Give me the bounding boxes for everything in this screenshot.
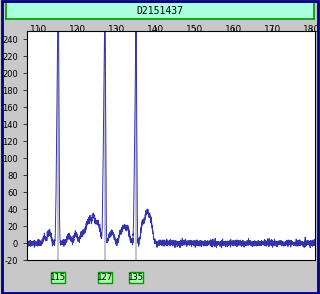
Text: D2151437: D2151437 — [137, 6, 183, 16]
Text: 130: 130 — [108, 25, 125, 34]
Text: 150: 150 — [186, 25, 203, 34]
Text: 160: 160 — [225, 25, 242, 34]
Text: 127: 127 — [97, 273, 113, 282]
Text: 120: 120 — [69, 25, 86, 34]
Text: 110: 110 — [30, 25, 47, 34]
Text: 180: 180 — [303, 25, 320, 34]
Text: 135: 135 — [128, 273, 144, 282]
Text: 115: 115 — [50, 273, 66, 282]
Text: 140: 140 — [147, 25, 164, 34]
Text: 170: 170 — [264, 25, 281, 34]
